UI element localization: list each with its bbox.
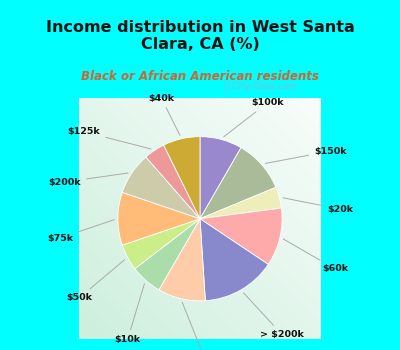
Text: > $200k: > $200k: [244, 293, 304, 339]
Text: $40k: $40k: [148, 93, 180, 135]
Wedge shape: [122, 157, 200, 219]
Text: $150k: $150k: [265, 147, 347, 163]
Text: $125k: $125k: [68, 127, 151, 149]
Wedge shape: [200, 136, 241, 219]
Text: ⓘ City-Data.com: ⓘ City-Data.com: [224, 82, 297, 91]
Text: $10k: $10k: [114, 284, 144, 344]
Wedge shape: [200, 208, 282, 264]
Wedge shape: [164, 136, 200, 219]
Wedge shape: [118, 193, 200, 245]
Wedge shape: [200, 148, 276, 219]
Text: $100k: $100k: [224, 98, 284, 137]
Wedge shape: [146, 145, 200, 219]
Text: $200k: $200k: [48, 173, 128, 187]
Text: $30k: $30k: [182, 302, 218, 350]
Wedge shape: [159, 219, 205, 301]
Text: $75k: $75k: [47, 220, 114, 243]
Wedge shape: [200, 219, 268, 301]
Text: Black or African American residents: Black or African American residents: [81, 70, 319, 83]
Text: $60k: $60k: [283, 239, 348, 273]
Wedge shape: [122, 219, 200, 269]
Text: Income distribution in West Santa
Clara, CA (%): Income distribution in West Santa Clara,…: [46, 20, 354, 52]
Wedge shape: [200, 187, 282, 219]
Text: $20k: $20k: [283, 198, 353, 214]
Text: $50k: $50k: [66, 260, 125, 302]
Wedge shape: [135, 219, 200, 290]
